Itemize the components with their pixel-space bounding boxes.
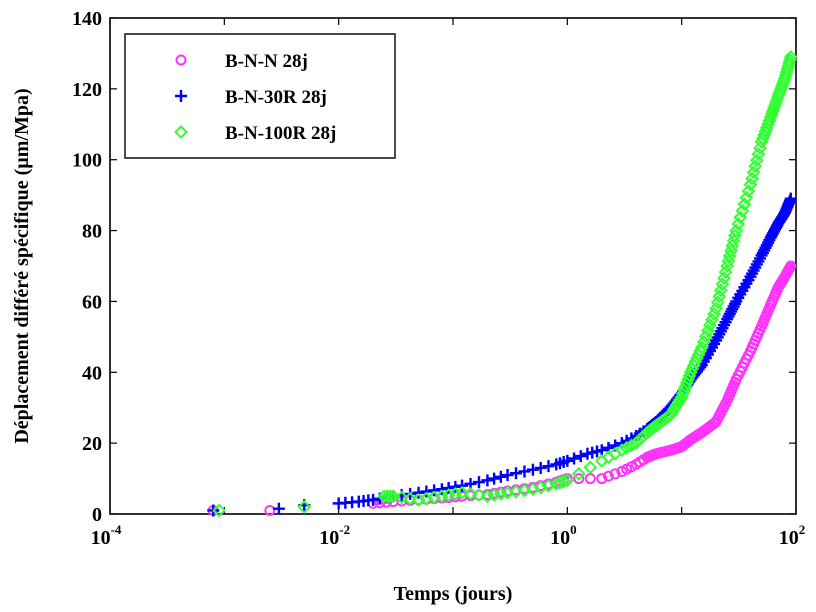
- x-axis-title: Temps (jours): [394, 583, 513, 605]
- legend-marker: [175, 54, 187, 66]
- legend-marker: [175, 90, 187, 102]
- data-point: [571, 466, 586, 481]
- data-point: [693, 344, 708, 358]
- data-point: [784, 192, 797, 205]
- data-point: [573, 473, 585, 485]
- data-point: [494, 470, 507, 483]
- x-tick-label: 102: [779, 522, 806, 549]
- x-tick-base: 10: [779, 527, 799, 549]
- y-tick-label: 80: [82, 221, 102, 243]
- y-axis-title: Déplacement différé spécifique (µm/Mpa): [11, 88, 33, 443]
- y-tick-label: 20: [82, 433, 102, 455]
- legend-label: B-N-100R 28j: [225, 123, 336, 144]
- data-point: [542, 460, 555, 473]
- data-point: [441, 488, 456, 503]
- data-point: [383, 489, 398, 504]
- data-point: [783, 50, 798, 64]
- legend-label: B-N-N 28j: [225, 51, 308, 72]
- y-tick-label: 40: [82, 362, 102, 384]
- data-point: [272, 502, 285, 515]
- data-point: [472, 476, 485, 489]
- data-point: [602, 470, 614, 482]
- x-tick-exponent: 0: [570, 522, 577, 537]
- x-tick-exponent: -2: [339, 522, 350, 537]
- data-point: [534, 461, 547, 474]
- data-point: [456, 479, 469, 492]
- data-point: [463, 487, 478, 501]
- legend-label: B-N-30R 28j: [225, 87, 327, 108]
- x-tick-base: 10: [319, 527, 339, 549]
- data-point: [632, 432, 647, 447]
- data-point: [728, 297, 741, 310]
- data-point: [394, 490, 409, 505]
- data-point: [526, 463, 539, 476]
- data-point: [297, 499, 312, 514]
- y-tick-label: 0: [92, 504, 102, 526]
- x-tick-base: 10: [550, 527, 570, 549]
- legend-marker: [174, 125, 188, 139]
- data-point: [556, 474, 571, 489]
- x-tick-exponent: 2: [799, 522, 806, 537]
- data-point: [560, 473, 575, 488]
- data-point: [448, 487, 463, 501]
- data-point: [629, 436, 644, 451]
- data-point: [480, 489, 495, 504]
- data-point: [435, 489, 449, 504]
- data-point: [488, 472, 501, 485]
- data-point: [574, 450, 587, 463]
- data-point: [481, 474, 494, 487]
- data-point: [510, 467, 523, 480]
- data-point: [624, 438, 639, 453]
- x-tick-label: 10-4: [91, 522, 122, 549]
- data-point: [487, 488, 502, 503]
- data-point: [619, 440, 634, 455]
- data-point: [403, 491, 418, 506]
- data-point: [493, 487, 508, 501]
- series-1: [207, 260, 797, 516]
- x-tick-exponent: -4: [111, 522, 122, 537]
- data-point: [518, 465, 531, 478]
- data-point: [583, 460, 598, 475]
- data-point: [501, 469, 514, 482]
- data-point: [386, 489, 401, 504]
- legend-box: [124, 33, 396, 159]
- series-3: [212, 50, 798, 518]
- data-point: [614, 443, 629, 458]
- data-point: [596, 473, 608, 485]
- data-point: [785, 260, 797, 272]
- x-tick-label: 100: [550, 522, 577, 549]
- data-point: [609, 468, 621, 480]
- data-point: [264, 504, 276, 516]
- y-tick-label: 60: [82, 291, 102, 313]
- data-point: [455, 485, 469, 500]
- data-point: [212, 503, 227, 518]
- x-tick-label: 10-2: [319, 522, 350, 549]
- y-tick-label: 120: [72, 79, 102, 101]
- data-point: [561, 454, 574, 467]
- x-tick-base: 10: [91, 527, 111, 549]
- data-point: [568, 452, 581, 465]
- y-tick-label: 140: [72, 8, 102, 30]
- data-point: [472, 488, 486, 503]
- y-tick-label: 100: [72, 150, 102, 172]
